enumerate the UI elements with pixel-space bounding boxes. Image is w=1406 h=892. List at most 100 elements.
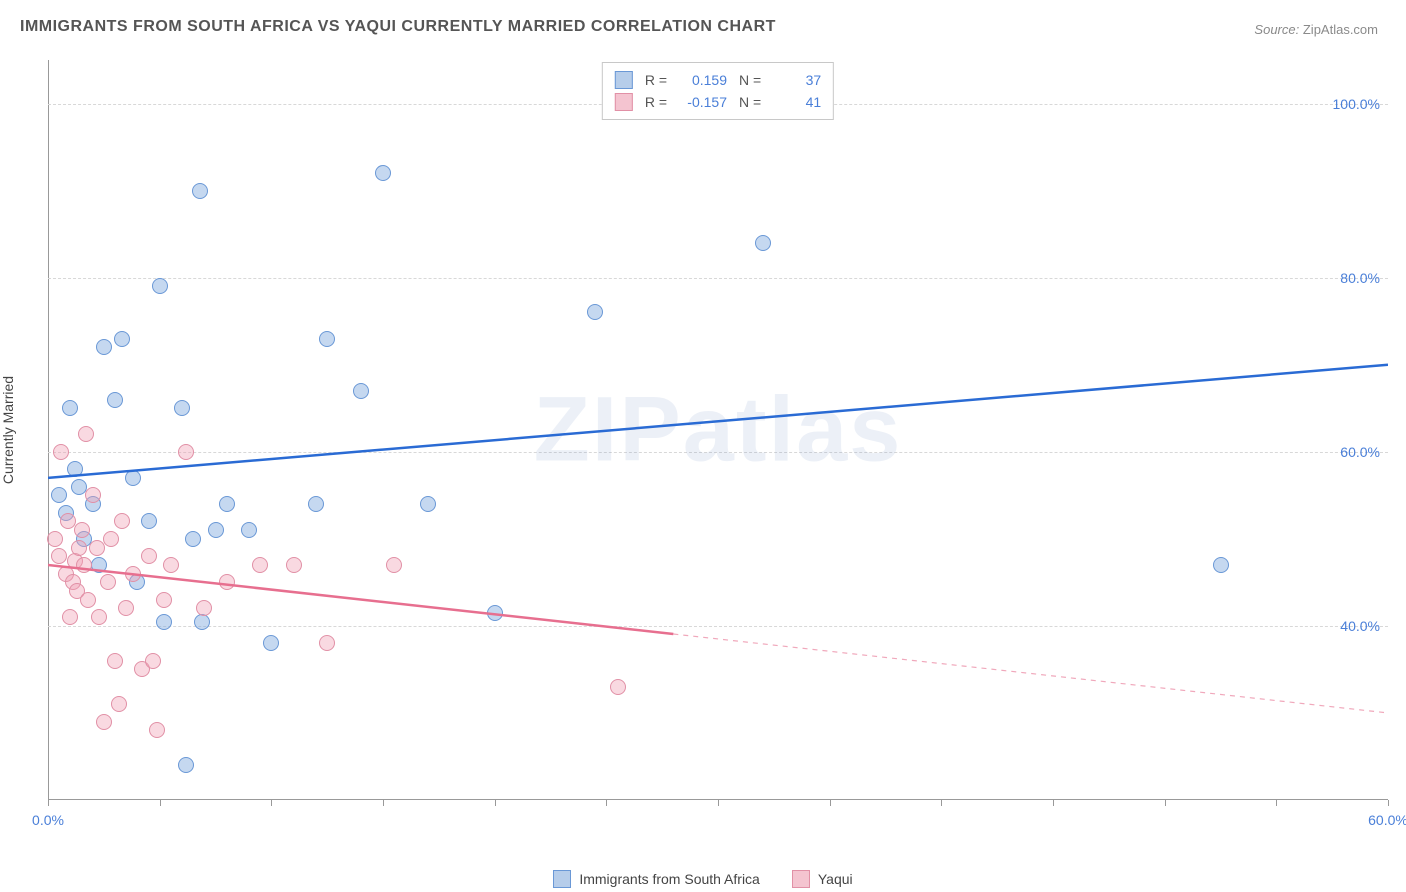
r-value-sa: 0.159 xyxy=(679,72,727,88)
scatter-point-yaqui xyxy=(71,540,87,556)
swatch-sa-icon xyxy=(553,870,571,888)
x-tick-mark xyxy=(941,800,942,806)
scatter-point-yaqui xyxy=(85,487,101,503)
scatter-point-sa xyxy=(156,614,172,630)
chart-root: IMMIGRANTS FROM SOUTH AFRICA VS YAQUI CU… xyxy=(0,0,1406,892)
x-tick-mark xyxy=(718,800,719,806)
x-tick-mark xyxy=(606,800,607,806)
scatter-point-sa xyxy=(62,400,78,416)
scatter-point-yaqui xyxy=(125,566,141,582)
swatch-yaqui-icon xyxy=(792,870,810,888)
scatter-point-yaqui xyxy=(78,426,94,442)
plot-area: ZIPatlas R = 0.159 N = 37 R = -0.157 N =… xyxy=(48,60,1388,800)
scatter-point-sa xyxy=(420,496,436,512)
scatter-point-yaqui xyxy=(62,609,78,625)
series-legend-sa: Immigrants from South Africa xyxy=(553,870,760,888)
scatter-point-yaqui xyxy=(111,696,127,712)
scatter-point-sa xyxy=(375,165,391,181)
x-tick-label: 0.0% xyxy=(32,812,64,828)
x-tick-mark xyxy=(830,800,831,806)
y-tick-label: 40.0% xyxy=(1340,618,1380,634)
scatter-point-yaqui xyxy=(156,592,172,608)
scatter-point-sa xyxy=(241,522,257,538)
scatter-point-yaqui xyxy=(51,548,67,564)
r-value-yaqui: -0.157 xyxy=(679,94,727,110)
scatter-point-sa xyxy=(51,487,67,503)
series-legend: Immigrants from South Africa Yaqui xyxy=(0,870,1406,888)
scatter-point-yaqui xyxy=(74,522,90,538)
source-label: Source: xyxy=(1254,22,1299,37)
y-tick-label: 60.0% xyxy=(1340,444,1380,460)
scatter-point-yaqui xyxy=(252,557,268,573)
scatter-point-sa xyxy=(192,183,208,199)
scatter-point-sa xyxy=(308,496,324,512)
scatter-point-sa xyxy=(263,635,279,651)
r-label: R = xyxy=(645,94,667,110)
scatter-point-yaqui xyxy=(76,557,92,573)
grid-line xyxy=(48,452,1388,453)
scatter-point-sa xyxy=(319,331,335,347)
scatter-point-yaqui xyxy=(96,714,112,730)
scatter-point-sa xyxy=(487,605,503,621)
swatch-yaqui xyxy=(615,93,633,111)
r-label: R = xyxy=(645,72,667,88)
scatter-point-yaqui xyxy=(286,557,302,573)
n-label: N = xyxy=(739,72,761,88)
scatter-point-yaqui xyxy=(386,557,402,573)
scatter-point-sa xyxy=(178,757,194,773)
scatter-point-yaqui xyxy=(53,444,69,460)
scatter-point-sa xyxy=(114,331,130,347)
x-tick-mark xyxy=(1276,800,1277,806)
scatter-point-yaqui xyxy=(103,531,119,547)
scatter-point-yaqui xyxy=(319,635,335,651)
scatter-point-sa xyxy=(208,522,224,538)
scatter-point-sa xyxy=(353,383,369,399)
scatter-point-yaqui xyxy=(100,574,116,590)
x-tick-mark xyxy=(1388,800,1389,806)
x-tick-mark xyxy=(1165,800,1166,806)
y-tick-label: 80.0% xyxy=(1340,270,1380,286)
x-tick-label: 60.0% xyxy=(1368,812,1406,828)
x-tick-mark xyxy=(495,800,496,806)
correlation-legend: R = 0.159 N = 37 R = -0.157 N = 41 xyxy=(602,62,834,120)
y-axis-label: Currently Married xyxy=(0,376,16,484)
x-tick-mark xyxy=(48,800,49,806)
grid-line xyxy=(48,278,1388,279)
scatter-point-sa xyxy=(755,235,771,251)
scatter-point-sa xyxy=(96,339,112,355)
scatter-point-yaqui xyxy=(91,609,107,625)
scatter-point-sa xyxy=(174,400,190,416)
scatter-point-yaqui xyxy=(610,679,626,695)
scatter-point-yaqui xyxy=(163,557,179,573)
scatter-point-yaqui xyxy=(149,722,165,738)
scatter-point-sa xyxy=(219,496,235,512)
series-legend-yaqui: Yaqui xyxy=(792,870,853,888)
scatter-point-sa xyxy=(1213,557,1229,573)
scatter-point-sa xyxy=(125,470,141,486)
x-tick-mark xyxy=(271,800,272,806)
correlation-legend-row-sa: R = 0.159 N = 37 xyxy=(615,69,821,91)
scatter-point-yaqui xyxy=(118,600,134,616)
n-label: N = xyxy=(739,94,761,110)
scatter-point-yaqui xyxy=(47,531,63,547)
x-tick-mark xyxy=(1053,800,1054,806)
scatter-point-sa xyxy=(91,557,107,573)
chart-title: IMMIGRANTS FROM SOUTH AFRICA VS YAQUI CU… xyxy=(20,18,776,36)
scatter-point-yaqui xyxy=(114,513,130,529)
scatter-point-yaqui xyxy=(107,653,123,669)
x-tick-mark xyxy=(160,800,161,806)
scatter-point-yaqui xyxy=(219,574,235,590)
scatter-point-sa xyxy=(67,461,83,477)
scatter-point-sa xyxy=(587,304,603,320)
plot-border xyxy=(48,60,1388,800)
grid-line xyxy=(48,626,1388,627)
scatter-point-yaqui xyxy=(196,600,212,616)
scatter-point-yaqui xyxy=(80,592,96,608)
scatter-point-sa xyxy=(107,392,123,408)
scatter-point-yaqui xyxy=(145,653,161,669)
source-attribution: Source: ZipAtlas.com xyxy=(1254,22,1378,37)
swatch-sa xyxy=(615,71,633,89)
x-tick-mark xyxy=(383,800,384,806)
y-tick-label: 100.0% xyxy=(1333,96,1380,112)
series-name-sa: Immigrants from South Africa xyxy=(579,871,760,887)
